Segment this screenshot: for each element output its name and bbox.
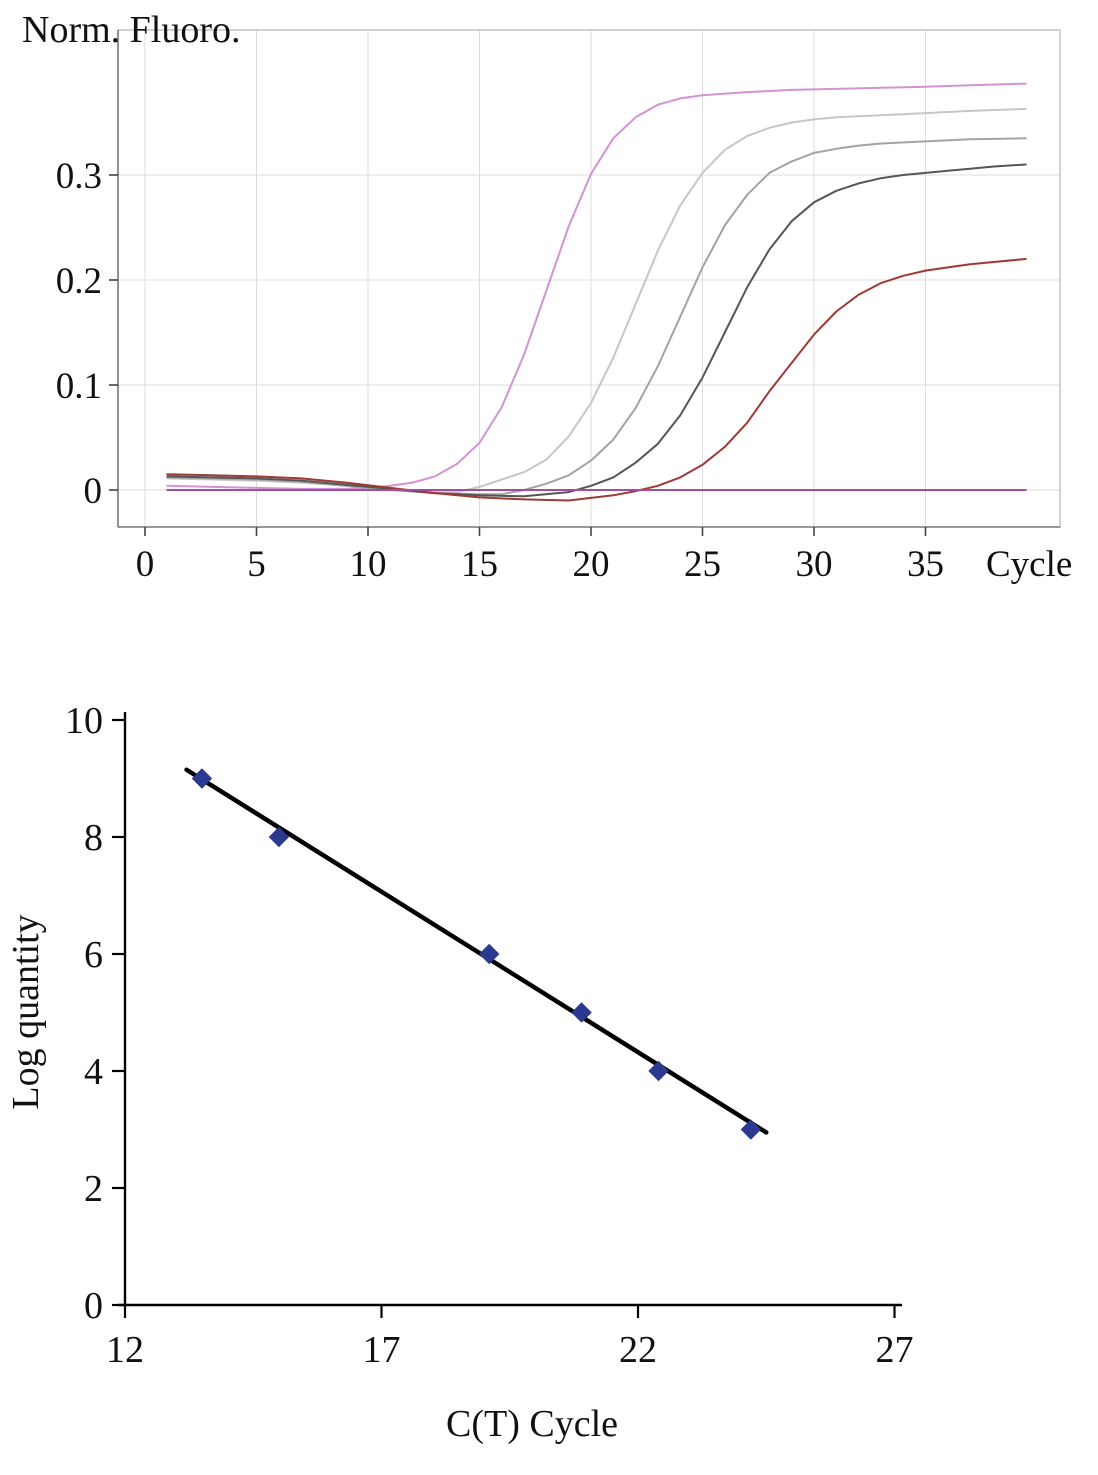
data-point-diamond (191, 768, 213, 789)
x-tick-label: 22 (619, 1329, 657, 1371)
y-tick-label: 6 (84, 934, 103, 976)
regression-line (184, 767, 769, 1135)
data-point-diamond (571, 1002, 592, 1023)
y-tick-label: 2 (84, 1168, 103, 1210)
amplification-curve-3 (166, 137, 1027, 496)
amplification-x-axis-title: Cycle (986, 544, 1072, 585)
x-tick-label: 0 (136, 544, 155, 585)
y-tick-label: 0.3 (56, 156, 102, 197)
x-tick-label: 15 (461, 544, 498, 585)
x-tick-label: 25 (684, 544, 721, 585)
y-tick-label: 10 (65, 700, 103, 742)
x-tick-label: 5 (247, 544, 266, 585)
x-tick-label: 10 (350, 544, 387, 585)
plot-frame (117, 29, 1061, 528)
amplification-curve-1 (166, 82, 1027, 490)
data-point-diamond (268, 826, 290, 848)
amplification-plot: 0 5 10 15 20 25 30 35 0 0.1 0.2 0.3 (56, 29, 1061, 585)
amplification-curve-5 (166, 258, 1027, 502)
x-tick-label: 30 (796, 544, 833, 585)
y-tick-label: 0 (84, 1285, 103, 1327)
y-tick-label: 0 (84, 471, 103, 512)
standard-y-axis-title: Log quantity (5, 914, 47, 1109)
amplification-y-axis-title: Norm. Fluoro. (22, 9, 241, 51)
data-point-diamond (740, 1119, 762, 1140)
x-tick-label: 27 (876, 1329, 914, 1371)
x-tick-label: 17 (363, 1329, 401, 1371)
y-tick-label: 0.1 (56, 366, 102, 407)
amplification-curve-4 (166, 163, 1027, 498)
y-tick-label: 4 (84, 1051, 103, 1093)
data-point-diamond (648, 1060, 669, 1082)
x-tick-label: 12 (106, 1329, 144, 1371)
standard-curve-plot: 12 17 22 27 0 2 4 6 8 10 (65, 700, 914, 1371)
data-point-diamond (479, 943, 500, 965)
y-tick-label: 0.2 (56, 261, 102, 302)
x-tick-label: 35 (907, 544, 944, 585)
x-tick-label: 20 (573, 544, 610, 585)
standard-x-axis-title: C(T) Cycle (446, 1403, 618, 1445)
y-tick-label: 8 (84, 817, 103, 859)
